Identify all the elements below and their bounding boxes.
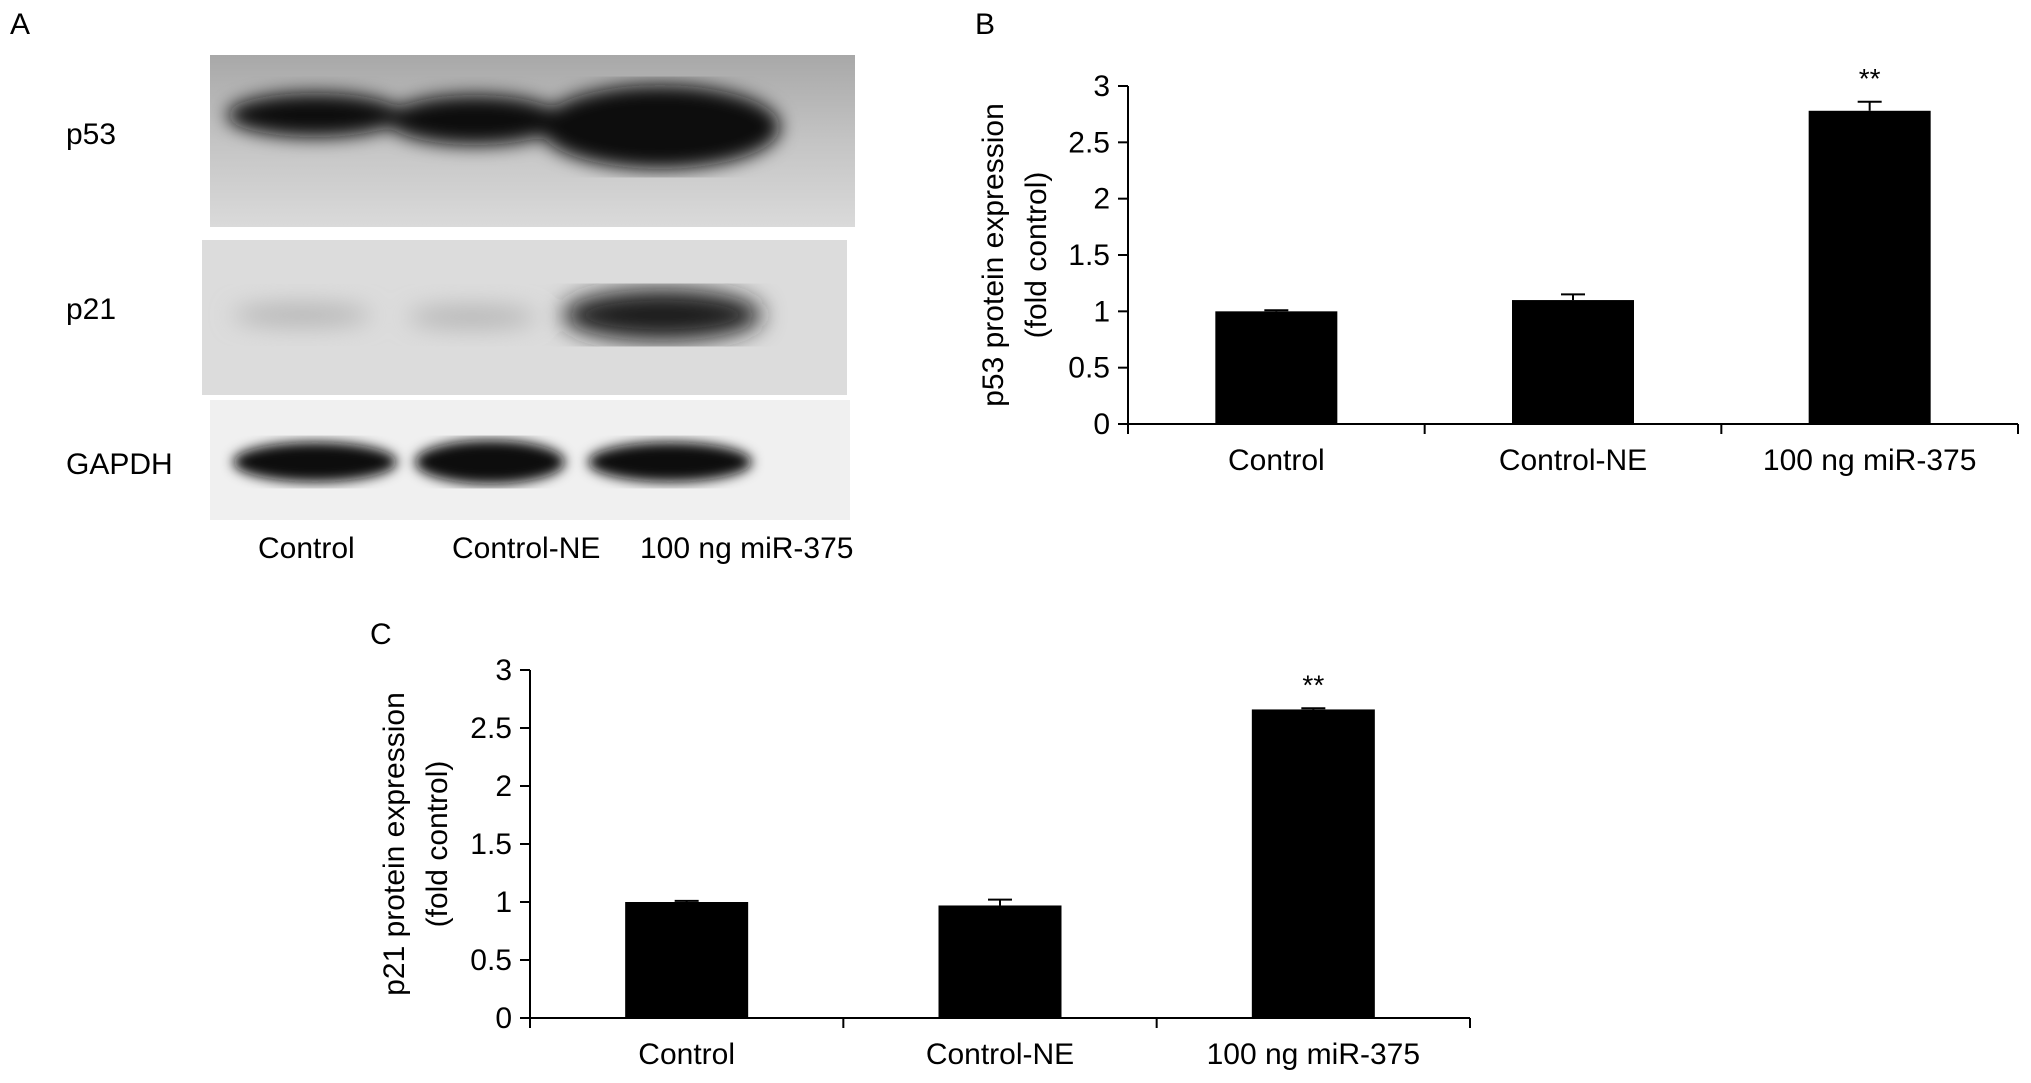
- p21-bands: [232, 289, 762, 341]
- panel-b-letter: B: [975, 8, 996, 41]
- panel-b-y-tick-label: 1.5: [1068, 239, 1110, 272]
- lane-label-control: Control: [258, 532, 355, 565]
- panel-b-y-tick-label: 1: [1093, 295, 1110, 328]
- blot-label-gapdh: GAPDH: [66, 448, 173, 481]
- blot-strip-p53: [210, 55, 855, 227]
- panel-b-bar: [1512, 300, 1634, 424]
- panel-b-category-label: Control-NE: [1499, 444, 1647, 477]
- panel-b-y-tick-label: 0.5: [1068, 352, 1110, 385]
- panel-a-letter: A: [10, 8, 31, 41]
- western-blot-panel: A p53 p21 GAPDH: [0, 0, 900, 580]
- lane-label-mir375: 100 ng miR-375: [640, 532, 854, 565]
- blot-strip-gapdh: [210, 400, 850, 520]
- blot-label-p53: p53: [66, 118, 117, 151]
- blot-strip-p21: [202, 240, 847, 395]
- blot-label-p21: p21: [66, 293, 117, 326]
- panel-b-bar: [1808, 110, 1931, 424]
- panel-b-y-axis-label: (fold control): [1020, 172, 1053, 339]
- panel-b-bar: [1215, 311, 1338, 424]
- panel-b-y-tick-label: 2.5: [1068, 126, 1110, 159]
- panel-b-y-tick-label: 0: [1093, 408, 1110, 441]
- panel-b-y-axis-label: p53 protein expression: [977, 103, 1010, 407]
- panel-b-significance-label: **: [1859, 63, 1881, 94]
- p53-bands: [227, 85, 780, 169]
- panel-c-letter: C: [370, 618, 392, 651]
- panel-b-category-label: 100 ng miR-375: [1763, 444, 1976, 477]
- panel-b-y-tick-label: 3: [1093, 70, 1110, 103]
- panel-b-category-label: Control: [1228, 444, 1325, 477]
- lane-label-control-ne: Control-NE: [452, 532, 601, 565]
- panel-b-y-tick-label: 2: [1093, 183, 1110, 216]
- gapdh-bands: [233, 440, 752, 484]
